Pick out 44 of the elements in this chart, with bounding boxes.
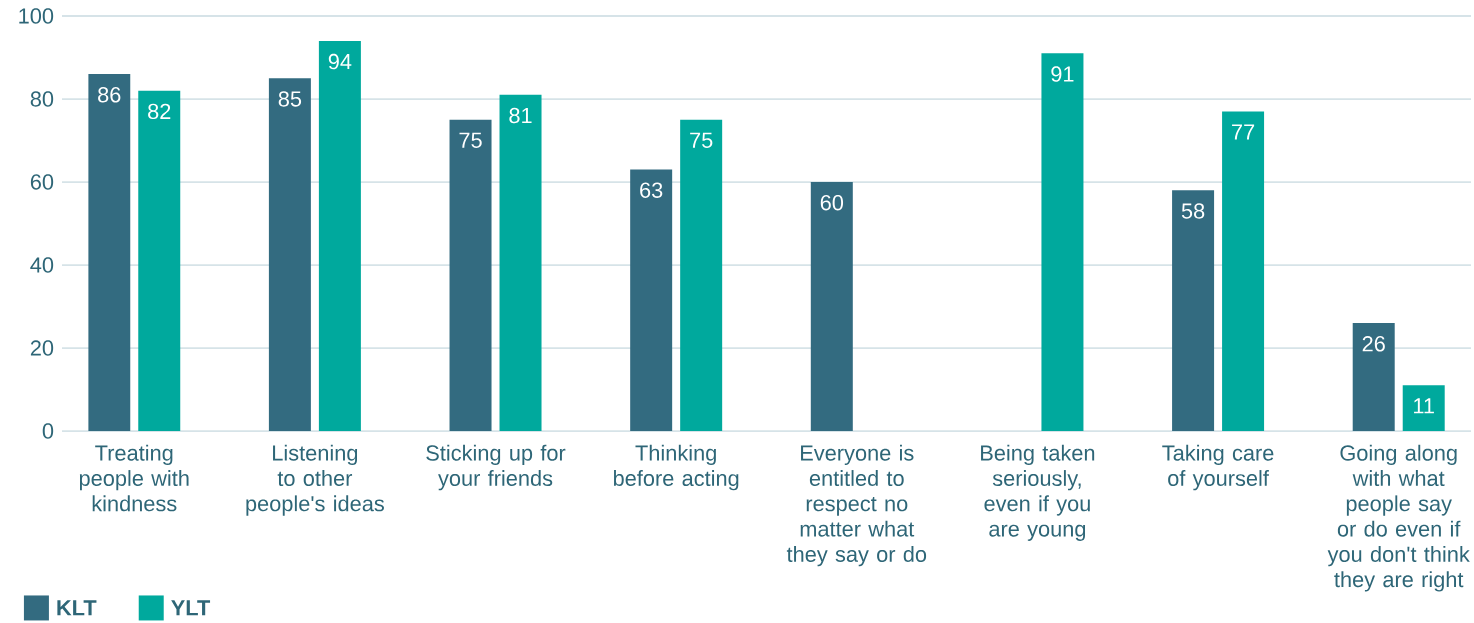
bar [1041,53,1084,432]
data-label: 58 [1181,203,1205,219]
data-label: 85 [278,91,302,107]
x-tick-label: Sticking up for your friends [426,444,566,491]
x-tick-label: Going along with what people say or do even if you don't think they are right [1327,444,1470,592]
bar [318,40,361,432]
data-label: 75 [690,132,713,148]
y-tick-label: 60 [30,174,54,190]
bar [810,182,853,432]
data-label: 63 [640,182,663,198]
data-label: 75 [459,132,482,148]
x-tick-label: Being taken seriously, even if you are young [981,444,1095,541]
y-tick-label: 0 [42,423,54,439]
y-tick-label: 80 [30,91,54,107]
data-label: 94 [328,53,352,70]
x-tick-label: Everyone is entitled to respect no matter what they say or do [786,444,927,567]
legend-label: KLT [57,600,97,616]
x-tick-label: Treating people with kindness [79,444,189,512]
x-tick-label: Taking care of yourself [1162,444,1274,491]
bar [88,74,131,432]
bar [449,119,492,432]
bar [268,78,311,432]
bar [1352,323,1395,432]
x-tick-label: Listening to other people's ideas [246,444,384,516]
y-tick-label: 100 [19,8,54,24]
x-tick-label: Thinking before acting [613,444,739,491]
data-label: 26 [1362,336,1385,352]
data-label: 81 [509,107,532,124]
legend-label: YLT [171,600,211,616]
bar [138,90,181,432]
y-tick-label: 40 [30,257,54,273]
bar [630,169,673,432]
data-label: 60 [820,194,844,211]
data-label: 86 [98,87,121,103]
data-label: 82 [148,103,171,120]
data-label: 91 [1051,66,1074,82]
bar [1222,111,1265,432]
bar [680,119,723,432]
bar [499,94,542,432]
y-tick-label: 20 [30,340,54,356]
data-label: 11 [1414,398,1434,414]
bar [1172,190,1215,432]
bar [1402,385,1445,432]
data-label: 77 [1232,124,1255,140]
